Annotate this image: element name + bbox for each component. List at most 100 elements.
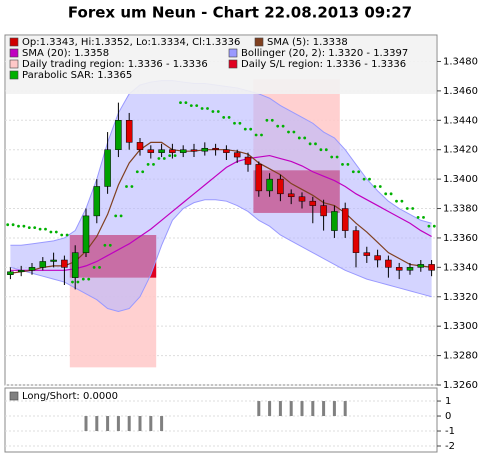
sar-dot: [405, 207, 409, 210]
sar-dot: [162, 157, 166, 160]
candle-body: [147, 149, 155, 153]
candle-body: [385, 259, 392, 268]
sar-dot: [17, 224, 20, 228]
sar-dot: [270, 118, 274, 122]
sar-dot: [141, 170, 145, 174]
sar-dot: [222, 115, 226, 119]
sar-dot: [292, 130, 296, 134]
legend-swatch: [9, 59, 19, 69]
sar-dot: [49, 230, 53, 234]
sar-dot: [346, 163, 350, 166]
legend-swatch: [228, 48, 238, 58]
candle-body: [255, 164, 263, 192]
sar-dot: [368, 177, 371, 181]
sar-dot: [114, 214, 118, 218]
y-tick-label: 1: [445, 396, 451, 407]
sar-dot: [227, 115, 231, 119]
y-tick-label: -1: [445, 426, 455, 437]
sar-dot: [308, 142, 312, 146]
sma5-line: [10, 141, 432, 274]
long-short-bar: [127, 416, 131, 432]
long-short-bar: [278, 401, 282, 417]
sar-dot: [303, 136, 307, 140]
sar-dot: [76, 280, 80, 284]
candle-body: [93, 186, 101, 217]
sar-dot: [373, 185, 377, 188]
candle-body: [71, 252, 79, 278]
sar-dot: [416, 215, 420, 219]
candle-body: [201, 147, 209, 152]
legend-label: Daily S/L region: 1.3336 - 1.3336: [241, 59, 406, 70]
long-short-bar: [332, 401, 336, 417]
legend-box: [6, 36, 436, 94]
sar-dot: [216, 110, 220, 113]
candle-body: [406, 267, 414, 271]
sar-dot: [395, 199, 398, 203]
sar-dot: [341, 163, 344, 166]
candle-body: [374, 255, 381, 261]
legend-swatch: [9, 70, 19, 80]
candle-body: [17, 270, 25, 273]
lower-plot-area: [4, 387, 438, 453]
y-tick-label: 1.3420: [443, 145, 478, 156]
sar-dot: [71, 280, 74, 284]
main-panel: 1.3260 1.3280 1.3300 1.3320 1.3340 1.3360 1.33…: [4, 34, 478, 391]
long-short-bar: [343, 401, 347, 417]
y-tick-label: 1.3380: [443, 204, 478, 215]
sar-dot: [130, 185, 134, 188]
long-short-bar: [84, 416, 88, 432]
candle-body: [7, 271, 14, 275]
sar-dot: [243, 127, 247, 131]
long-short-bar: [138, 416, 142, 432]
candle-body: [309, 200, 317, 206]
legend-swatch: [9, 37, 19, 47]
sar-dot: [281, 124, 285, 128]
sar-dot: [432, 224, 436, 228]
y-tick-label: 1.3340: [443, 262, 478, 273]
candle-body: [169, 149, 176, 153]
candle-body: [115, 120, 122, 150]
y-tick-label: 1.3460: [443, 86, 478, 97]
sar-dot: [38, 227, 42, 231]
legend-label: SMA (20): 1.3358: [22, 48, 109, 59]
candle-body: [277, 178, 284, 195]
sar-dot: [297, 136, 301, 140]
candle-body: [331, 211, 338, 231]
sar-dot: [146, 163, 150, 166]
sma20-line: [10, 154, 432, 271]
sar-dot: [249, 127, 253, 131]
sar-dot: [81, 277, 85, 281]
legend-label: Long/Short: 0.0000: [22, 391, 118, 402]
candle-body: [190, 149, 198, 152]
sar-dot: [260, 133, 263, 137]
y-tick-label: 1.3440: [443, 115, 478, 126]
long-short-bar: [149, 416, 153, 432]
candle-body: [266, 178, 273, 192]
sar-dot: [189, 104, 193, 107]
long-short-bar: [268, 401, 272, 417]
sar-dot: [335, 155, 339, 159]
chart-title: Forex um Neun - Chart 22.08.2013 09:27: [68, 4, 412, 22]
sar-dot: [92, 265, 96, 269]
sar-dot: [265, 118, 269, 122]
candle-body: [363, 252, 371, 256]
sar-dot: [135, 170, 139, 174]
candle-body: [287, 193, 295, 198]
sar-dot: [27, 226, 31, 230]
candle-body: [50, 259, 57, 262]
candle-body: [212, 147, 219, 150]
sar-dot: [411, 207, 415, 210]
long-short-bar: [311, 401, 315, 417]
candle-body: [320, 205, 327, 217]
legend-swatch: [228, 59, 238, 69]
y-tick-label: -2: [445, 441, 455, 452]
sar-dot: [276, 124, 280, 128]
candle-body: [61, 259, 68, 268]
y-tick-label: 1.3260: [443, 380, 478, 391]
sar-dot: [200, 107, 204, 110]
long-short-bar: [160, 416, 164, 432]
y-tick-label: 1.3300: [443, 321, 478, 332]
legend-label: SMA (5): 1.3338: [267, 37, 348, 48]
sar-dot: [351, 170, 355, 174]
